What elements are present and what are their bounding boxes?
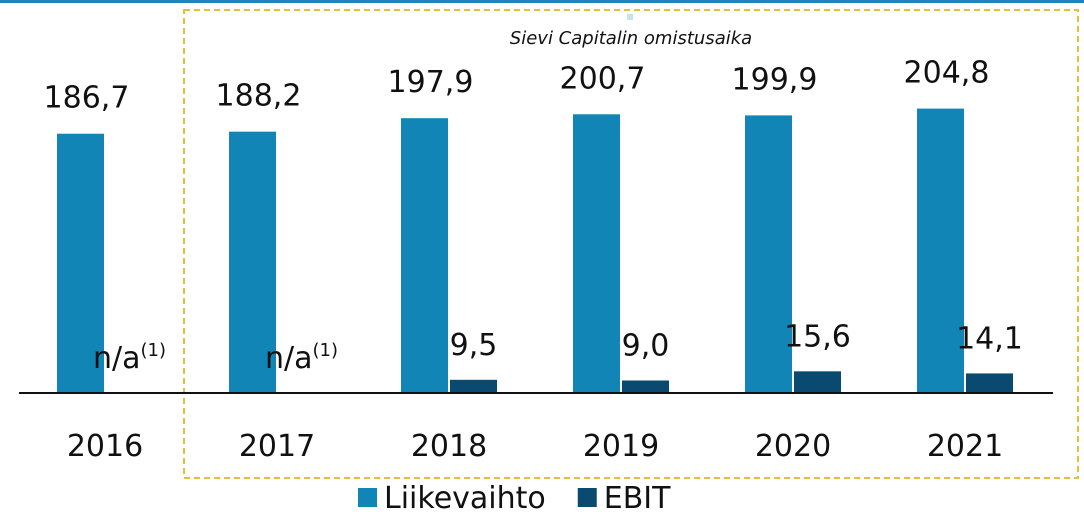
value-label: 199,9 (732, 62, 818, 97)
value-label: 9,0 (622, 329, 670, 364)
legend-swatch (577, 488, 597, 507)
x-tick-label: 2017 (239, 429, 315, 464)
x-tick-label: 2019 (583, 429, 659, 464)
bar (622, 380, 669, 393)
legend-label: EBIT (604, 481, 671, 516)
legend-swatch (358, 488, 377, 507)
bar (450, 379, 497, 393)
value-label-text: n/a (93, 341, 141, 376)
annotation-text: Sievi Capitalin omistusaika (510, 28, 752, 49)
value-label: 14,1 (956, 321, 1023, 356)
value-label: 204,8 (904, 56, 990, 91)
marker (627, 14, 633, 20)
legend-label: Liikevaihto (384, 481, 546, 516)
annotation-box (183, 9, 1079, 479)
value-label: 188,2 (216, 79, 302, 114)
bar (966, 373, 1013, 393)
value-label: n/a(1) (93, 340, 166, 376)
value-label-footnote: (1) (141, 340, 167, 361)
top-border (0, 0, 1084, 3)
bar (229, 131, 276, 393)
value-label: 15,6 (784, 319, 851, 354)
value-label: 200,7 (560, 61, 646, 96)
x-tick-label: 2016 (67, 429, 143, 464)
value-label: 197,9 (388, 65, 474, 100)
x-tick-label: 2018 (411, 429, 487, 464)
value-label: n/a(1) (265, 340, 338, 376)
value-label-text: n/a (265, 341, 313, 376)
bar (573, 114, 620, 393)
x-tick-label: 2021 (927, 429, 1003, 464)
value-label-footnote: (1) (313, 340, 339, 361)
bar (745, 115, 792, 393)
bar (401, 118, 448, 394)
bar (917, 108, 964, 393)
value-label: 186,7 (44, 81, 130, 116)
bar (794, 371, 841, 393)
value-label: 9,5 (450, 328, 498, 363)
bar (57, 133, 104, 394)
x-tick-label: 2020 (755, 429, 831, 464)
